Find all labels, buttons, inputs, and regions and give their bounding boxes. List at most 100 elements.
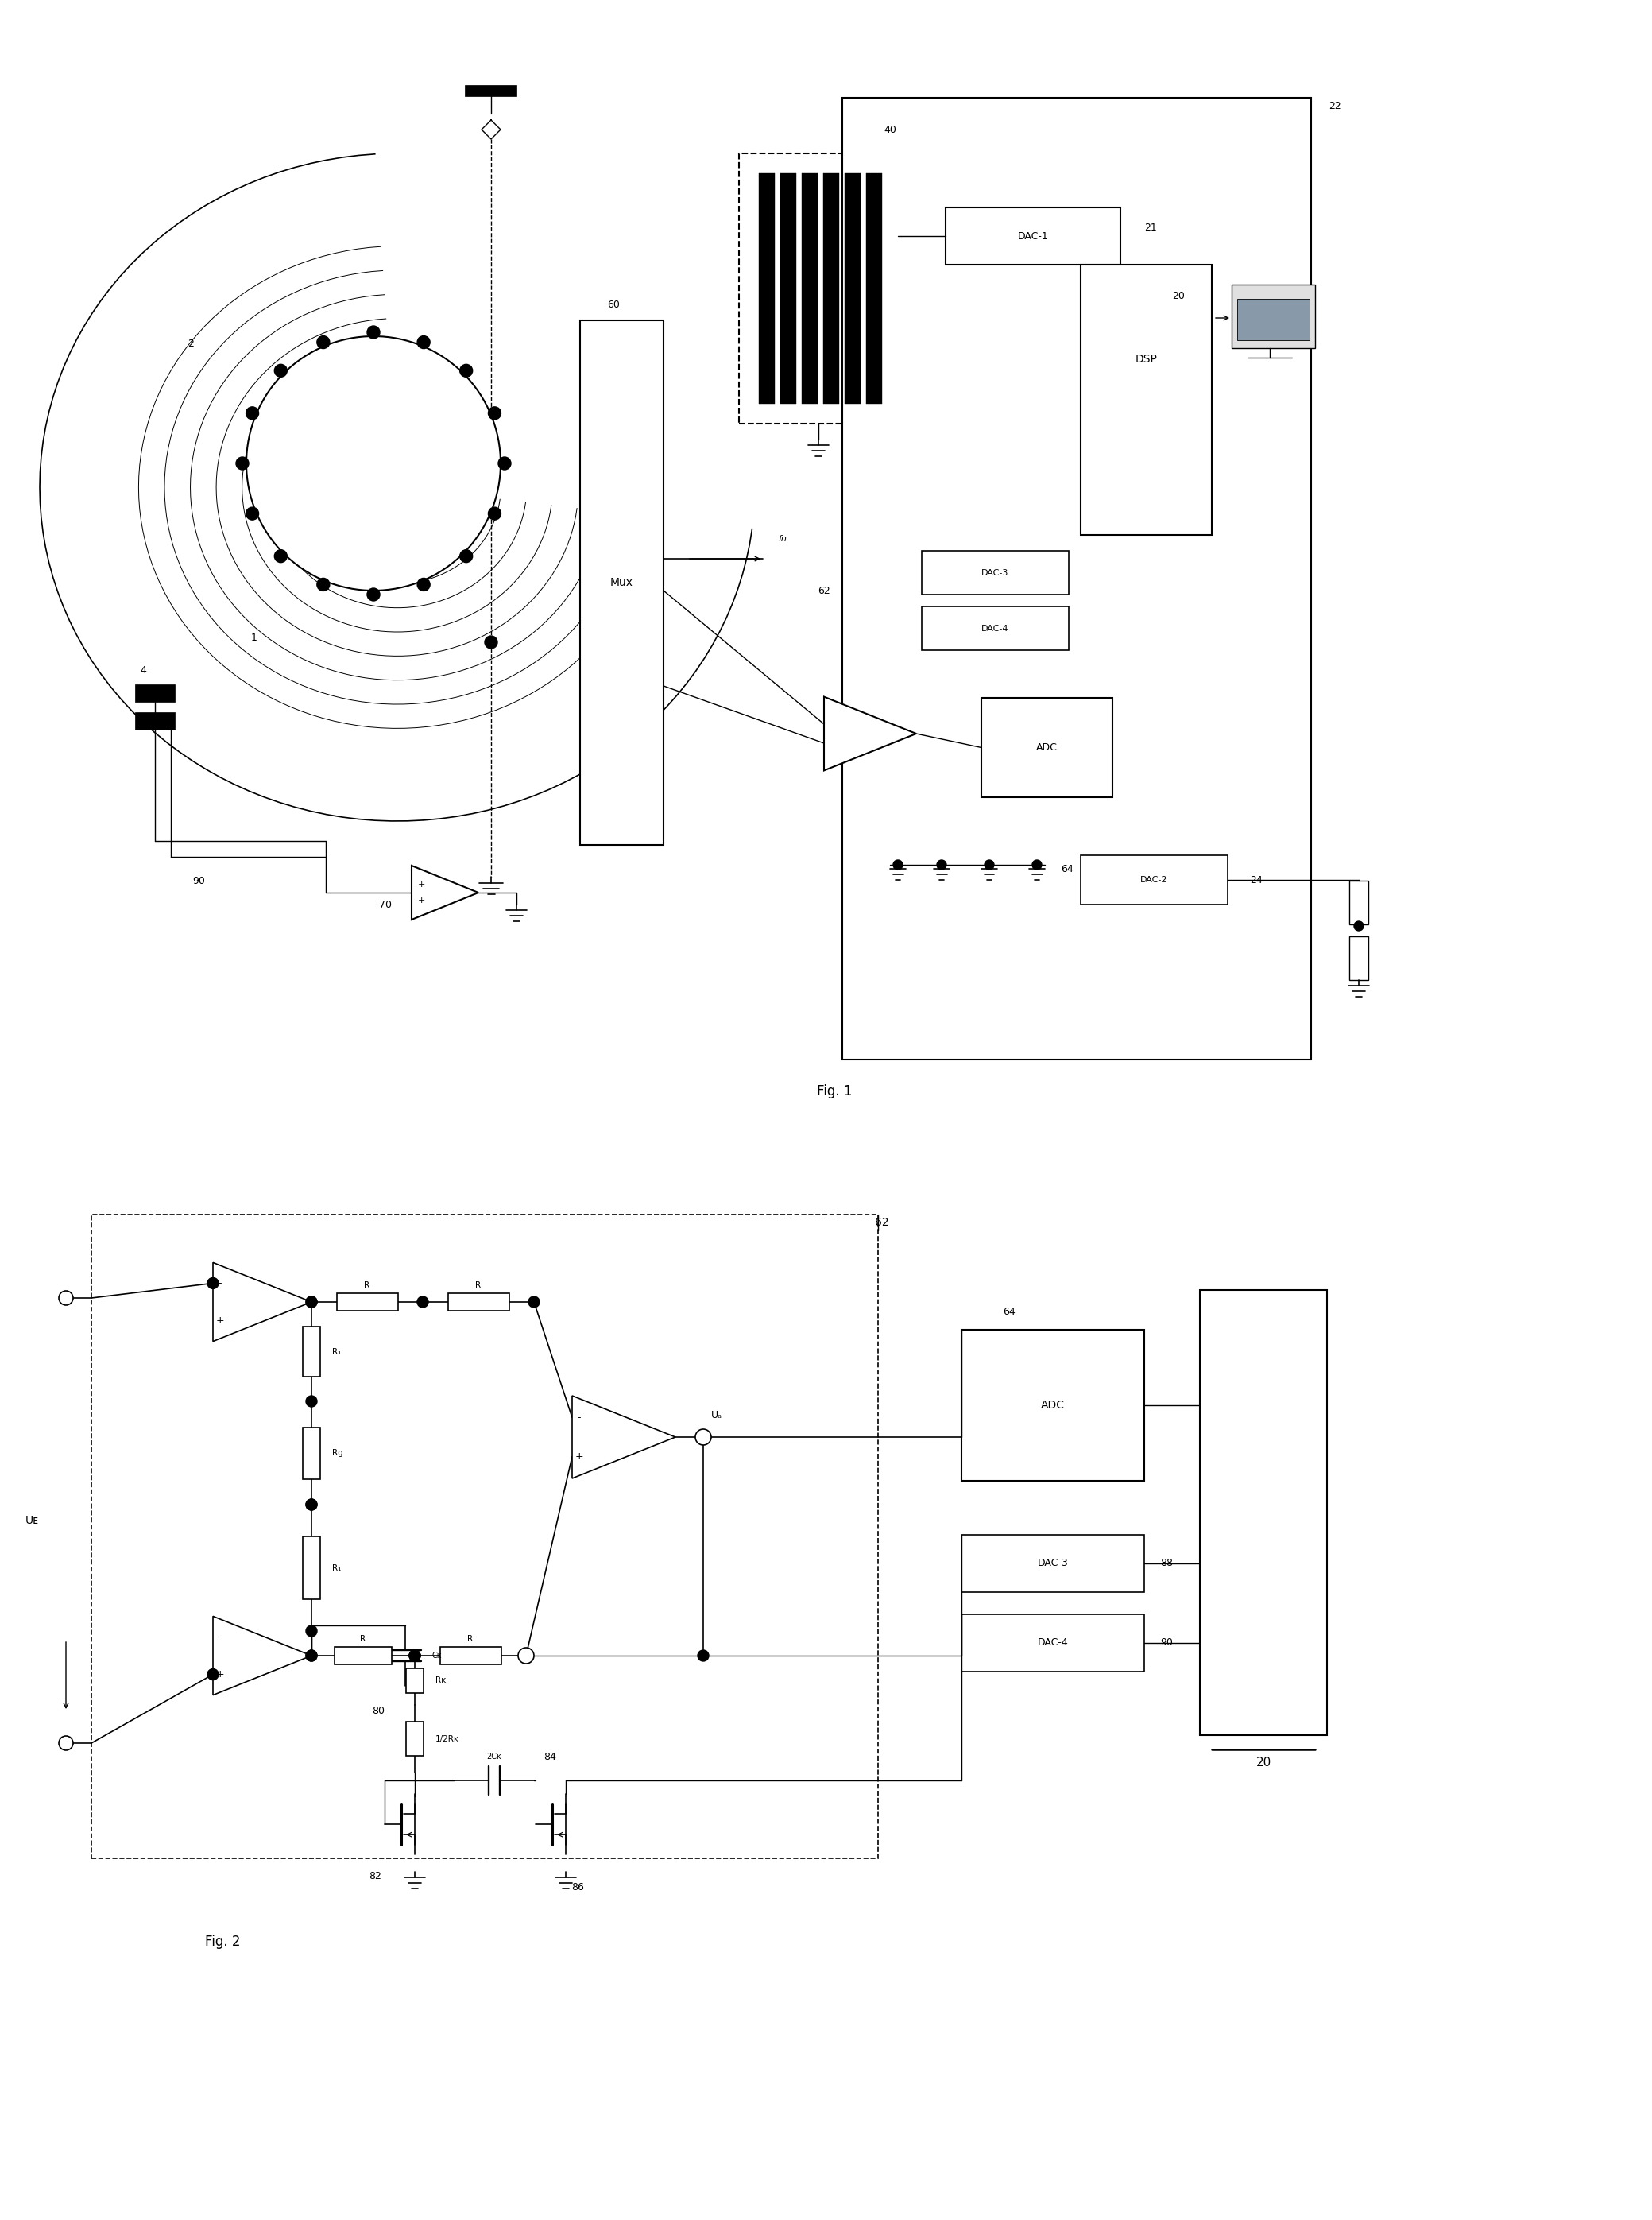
Text: R: R — [476, 1281, 481, 1290]
Text: +: + — [575, 1452, 583, 1463]
Polygon shape — [572, 1396, 676, 1479]
Text: Mux: Mux — [610, 577, 633, 588]
Text: +: + — [216, 1669, 225, 1681]
Circle shape — [59, 1290, 73, 1305]
Circle shape — [985, 859, 995, 870]
Text: Rᴋ: Rᴋ — [436, 1676, 446, 1685]
Circle shape — [317, 577, 330, 591]
Text: Cᴋ: Cᴋ — [433, 1652, 443, 1661]
Circle shape — [208, 1279, 218, 1290]
Circle shape — [410, 1649, 420, 1661]
Text: Fig. 2: Fig. 2 — [205, 1934, 240, 1949]
Polygon shape — [213, 1616, 312, 1696]
Text: Uₐ: Uₐ — [710, 1410, 722, 1421]
Bar — [135, 713, 175, 730]
Bar — [1232, 284, 1315, 349]
Text: 82: 82 — [368, 1871, 382, 1880]
Circle shape — [418, 335, 430, 349]
Circle shape — [1032, 859, 1042, 870]
Bar — [922, 551, 1069, 595]
Circle shape — [274, 364, 287, 377]
Text: 88: 88 — [1160, 1558, 1173, 1570]
Text: 84: 84 — [544, 1752, 557, 1763]
Circle shape — [246, 506, 259, 519]
Text: DAC-4: DAC-4 — [981, 624, 1009, 633]
Circle shape — [306, 1499, 317, 1510]
Bar — [302, 1427, 320, 1479]
Text: R₁: R₁ — [332, 1563, 342, 1572]
Bar — [448, 1294, 509, 1310]
Circle shape — [306, 1396, 317, 1407]
Text: 2: 2 — [188, 340, 193, 349]
Circle shape — [937, 859, 947, 870]
Bar — [981, 697, 1112, 797]
Circle shape — [410, 1649, 420, 1661]
Text: fn: fn — [778, 535, 786, 544]
Bar — [1080, 855, 1227, 904]
Text: +: + — [418, 897, 425, 904]
Text: 1/2Rᴋ: 1/2Rᴋ — [436, 1734, 459, 1743]
Circle shape — [499, 457, 510, 471]
Circle shape — [695, 1430, 710, 1445]
Bar — [1350, 881, 1368, 924]
Text: DAC-1: DAC-1 — [1018, 231, 1049, 242]
Circle shape — [459, 551, 472, 562]
Circle shape — [459, 364, 472, 377]
Bar — [1350, 937, 1368, 979]
Text: 22: 22 — [1328, 100, 1341, 111]
Text: -: - — [218, 1279, 221, 1288]
Text: DSP: DSP — [1135, 353, 1158, 364]
Bar — [302, 1328, 320, 1376]
Text: -: - — [218, 1632, 221, 1643]
Text: 90: 90 — [1160, 1638, 1173, 1647]
Bar — [758, 173, 775, 404]
Bar — [1080, 264, 1213, 535]
Text: 62: 62 — [876, 1217, 889, 1228]
Text: Fig. 1: Fig. 1 — [816, 1083, 852, 1099]
Bar — [135, 684, 175, 702]
Text: 20: 20 — [1256, 1756, 1270, 1769]
Circle shape — [306, 1649, 317, 1661]
Bar — [823, 173, 839, 404]
Text: DAC-4: DAC-4 — [1037, 1638, 1069, 1647]
Text: DAC-3: DAC-3 — [1037, 1558, 1069, 1570]
Text: DAC-3: DAC-3 — [981, 568, 1009, 577]
Bar — [961, 1534, 1145, 1592]
Text: 20: 20 — [1171, 291, 1184, 302]
Bar — [439, 1647, 501, 1665]
Bar — [406, 1723, 423, 1756]
Bar — [945, 206, 1120, 264]
Circle shape — [894, 859, 902, 870]
Bar — [580, 320, 664, 846]
Polygon shape — [824, 697, 917, 770]
Circle shape — [306, 1296, 317, 1308]
Text: 1: 1 — [251, 633, 258, 644]
Text: 2Cᴋ: 2Cᴋ — [487, 1752, 502, 1760]
Circle shape — [306, 1649, 317, 1661]
Text: R₁: R₁ — [332, 1348, 342, 1356]
Circle shape — [367, 326, 380, 340]
Circle shape — [367, 588, 380, 602]
Bar — [844, 173, 861, 404]
Circle shape — [489, 406, 501, 420]
Bar — [302, 1536, 320, 1598]
Text: 70: 70 — [378, 899, 392, 910]
Circle shape — [484, 635, 497, 648]
Bar — [866, 173, 882, 404]
Circle shape — [410, 1649, 420, 1661]
Text: +: + — [216, 1316, 225, 1325]
Bar — [780, 173, 796, 404]
Circle shape — [317, 335, 330, 349]
Circle shape — [697, 1649, 709, 1661]
Text: 90: 90 — [192, 875, 205, 886]
Text: 62: 62 — [818, 586, 831, 595]
Text: Uᴇ: Uᴇ — [25, 1514, 38, 1525]
Circle shape — [306, 1296, 317, 1308]
Text: ADC: ADC — [1041, 1401, 1066, 1412]
Circle shape — [274, 551, 287, 562]
Text: 60: 60 — [608, 300, 620, 309]
Text: 4: 4 — [140, 664, 145, 675]
Circle shape — [1355, 921, 1363, 930]
Circle shape — [246, 406, 259, 420]
Text: 86: 86 — [572, 1883, 585, 1894]
